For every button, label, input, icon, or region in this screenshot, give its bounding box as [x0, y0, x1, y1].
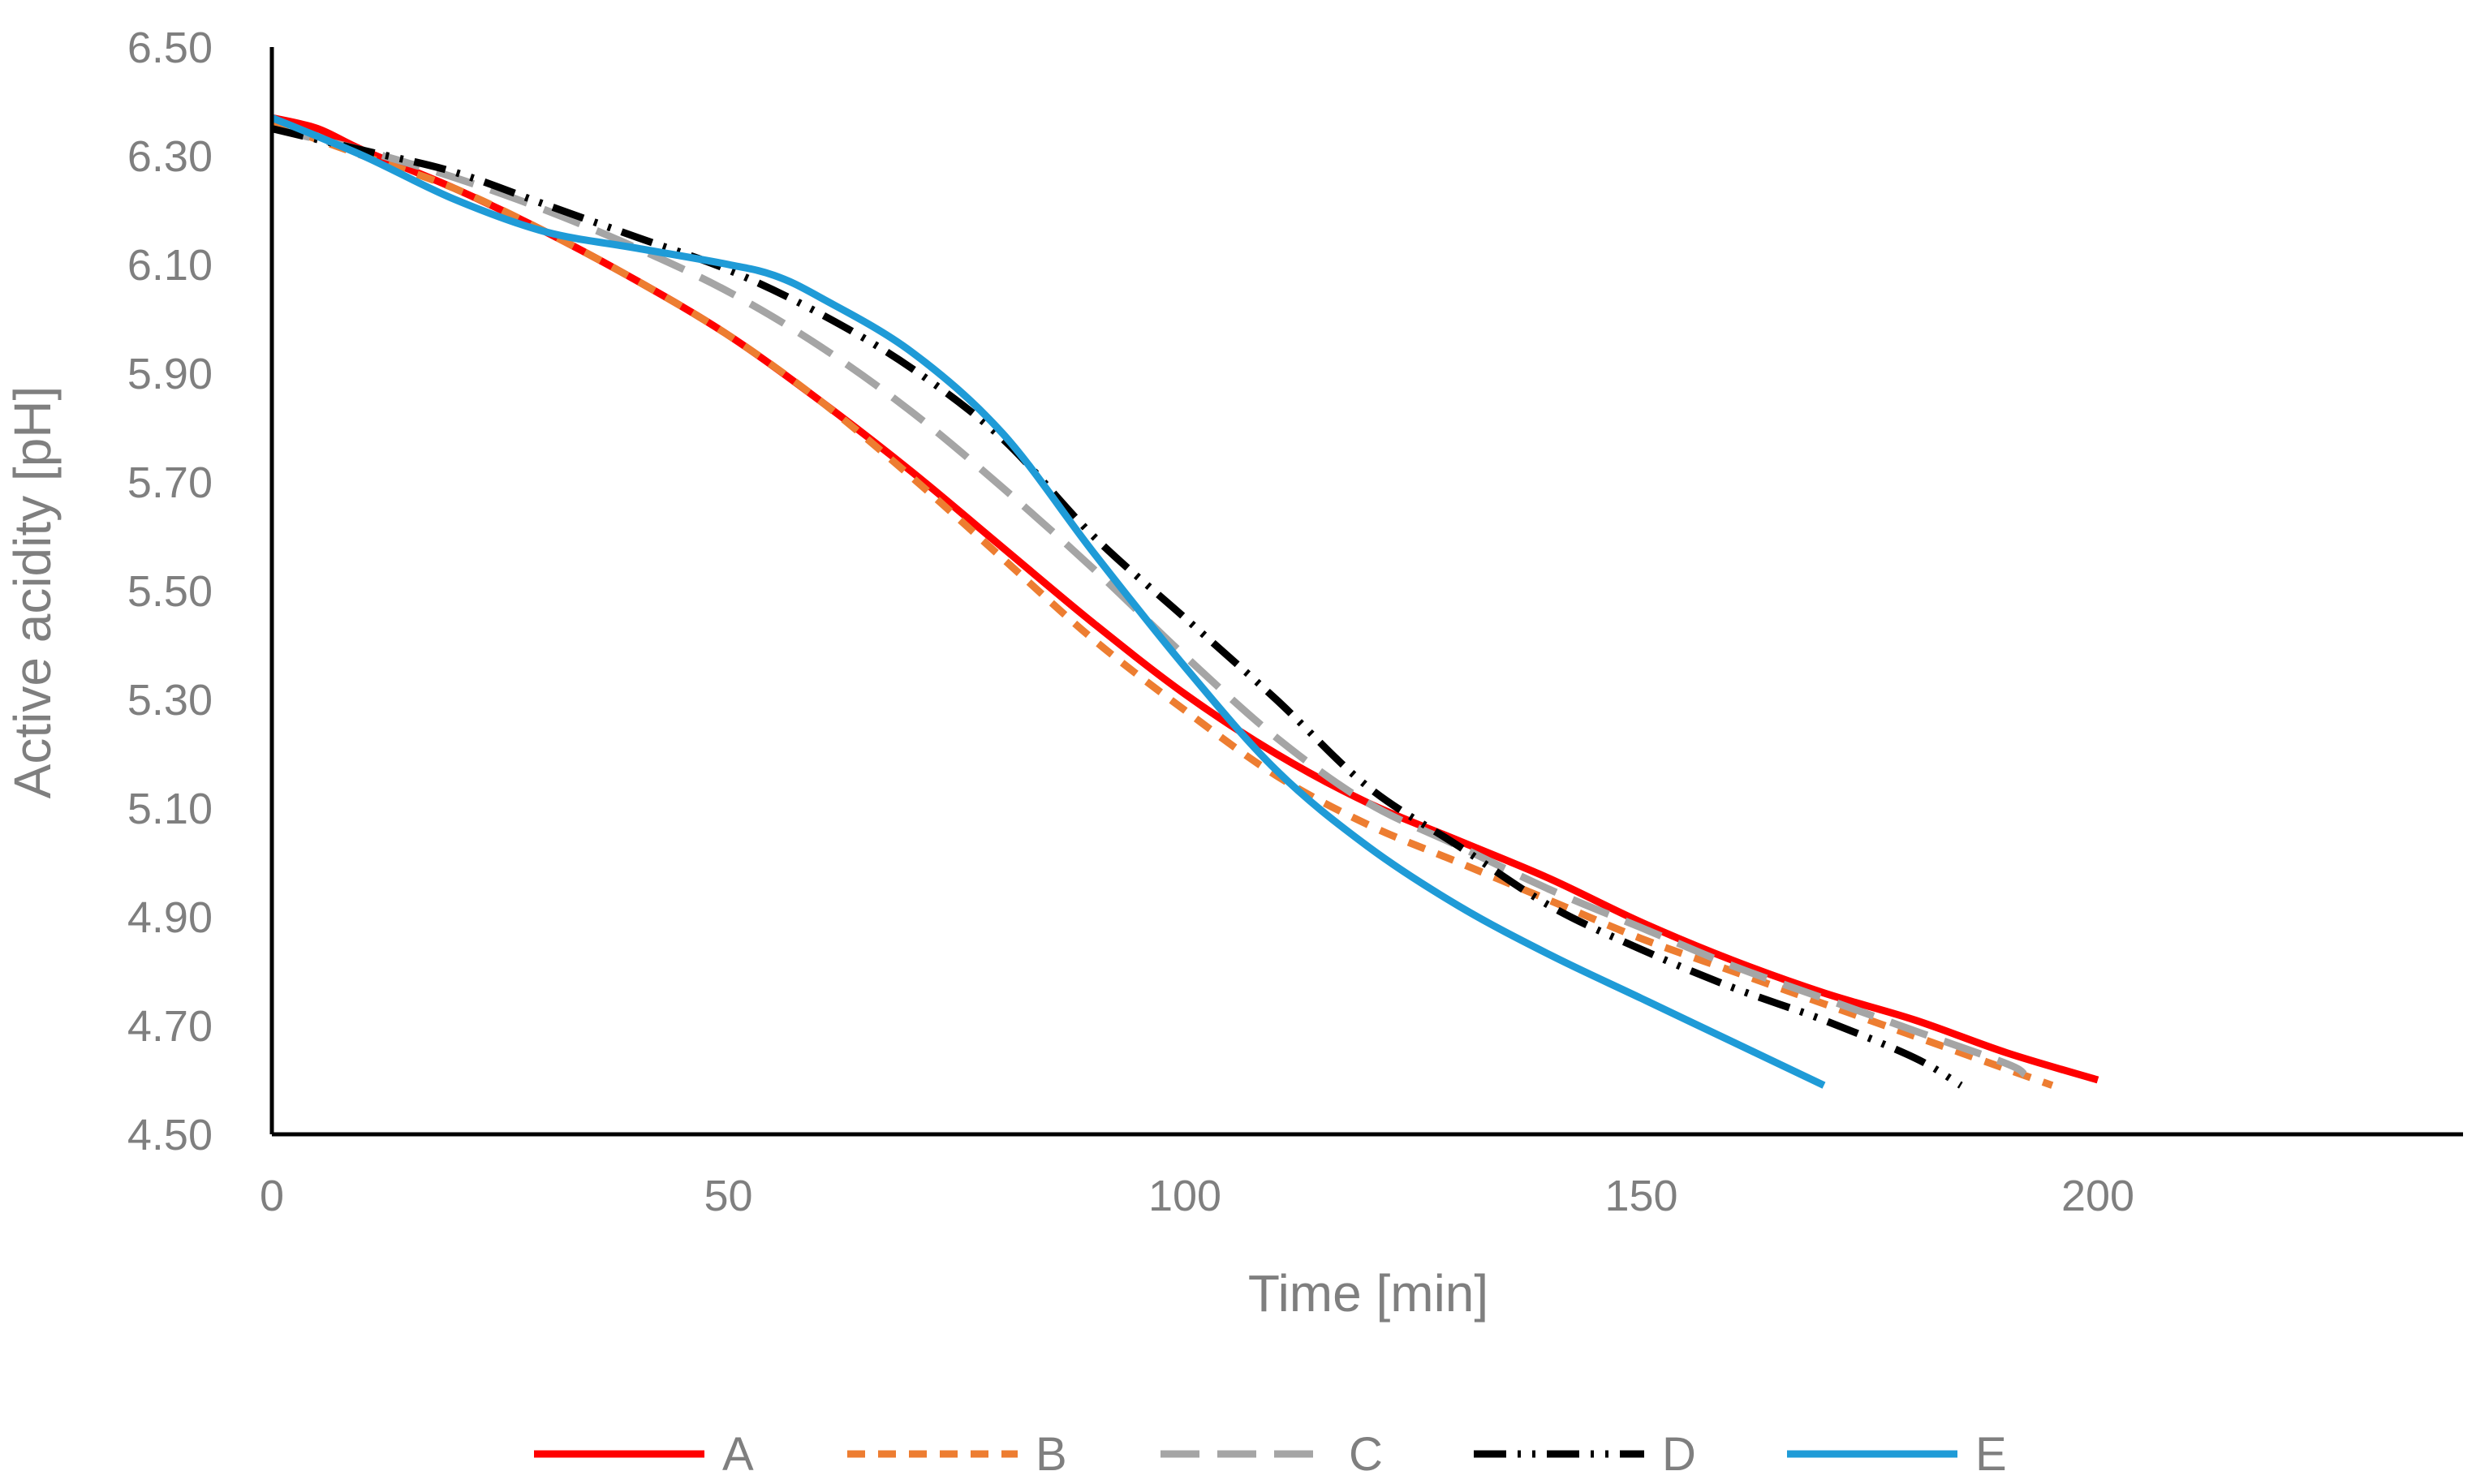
y-tick-label: 5.10	[127, 785, 213, 833]
y-tick-label: 5.70	[127, 458, 213, 507]
y-tick-label: 5.30	[127, 676, 213, 725]
y-tick-label: 5.50	[127, 567, 213, 616]
x-axis-title: Time [min]	[1248, 1264, 1488, 1323]
legend-label-c: C	[1349, 1428, 1383, 1481]
series-line-d	[270, 125, 1963, 1089]
x-tick-label: 0	[260, 1172, 284, 1220]
y-tick-label: 5.90	[127, 350, 213, 398]
x-tick-label: 100	[1148, 1172, 1221, 1220]
legend: A B C D E	[534, 1428, 2007, 1481]
legend-label-e: E	[1975, 1428, 2007, 1481]
y-tick-label: 6.30	[127, 132, 213, 181]
x-tick-label: 200	[2061, 1172, 2134, 1220]
y-tick-label: 4.50	[127, 1111, 213, 1159]
x-tick-label: 150	[1604, 1172, 1677, 1220]
y-tick-label: 4.70	[127, 1002, 213, 1051]
legend-label-b: B	[1036, 1428, 1067, 1481]
series-line-c	[270, 125, 2027, 1078]
series-line-a	[270, 114, 2099, 1084]
legend-label-d: D	[1662, 1428, 1696, 1481]
series-line-b	[270, 119, 2054, 1089]
y-axis-ticks: 4.50 4.70 4.90 5.10 5.30 5.50 5.70 5.90 6.10 6.30…	[127, 24, 213, 1159]
y-tick-label: 6.10	[127, 241, 213, 290]
series-layer	[270, 114, 2099, 1089]
x-axis-ticks: 0 50 100 150 200	[260, 1172, 2134, 1220]
series-line-e	[270, 114, 1826, 1089]
y-tick-label: 4.90	[127, 893, 213, 942]
legend-label-a: A	[722, 1428, 754, 1481]
x-tick-label: 50	[704, 1172, 752, 1220]
y-tick-label: 6.50	[127, 24, 213, 72]
y-axis-title: Active acidity [pH]	[3, 386, 62, 799]
